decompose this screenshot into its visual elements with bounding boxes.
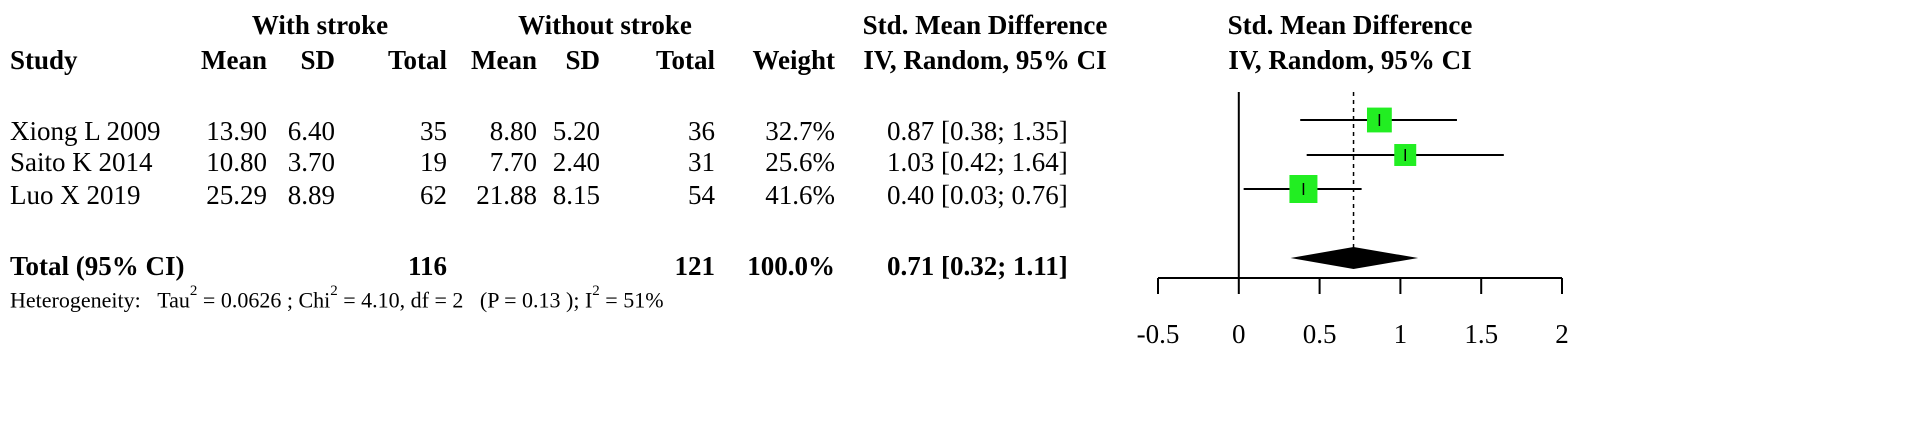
- study-name: Saito K 2014: [10, 147, 153, 177]
- total-weight: 100.0%: [747, 251, 835, 281]
- total-ci: 0.71 [0.32; 1.11]: [887, 251, 1068, 281]
- mean1-value: 13.90: [206, 116, 267, 146]
- total-label: Total (95% CI): [10, 251, 185, 281]
- weight-value: 32.7%: [765, 116, 835, 146]
- ci-value: 0.87 [0.38; 1.35]: [887, 116, 1068, 146]
- sd1-header: SD: [300, 45, 335, 75]
- chi-label: ; Chi: [281, 287, 331, 313]
- total2-header: Total: [655, 45, 715, 75]
- study-name: Xiong L 2009: [10, 116, 161, 146]
- smd-header-top: Std. Mean Difference: [862, 10, 1108, 40]
- x-tick-label: 0: [1232, 319, 1246, 349]
- mean2-value: 21.88: [476, 180, 537, 210]
- total2-value: 36: [688, 116, 715, 146]
- x-tick-label: -0.5: [1137, 319, 1180, 349]
- total2-value: 54: [688, 180, 715, 210]
- total1-value: 35: [420, 116, 447, 146]
- pooled-diamond: [1290, 247, 1419, 269]
- study-header: Study: [10, 45, 78, 75]
- total1-value: 19: [420, 147, 447, 177]
- sd2-value: 2.40: [552, 147, 600, 177]
- sd1-value: 8.89: [287, 180, 335, 210]
- p-value: (P = 0.13 );: [479, 287, 580, 313]
- tau-superscript: 2: [189, 283, 198, 299]
- i2-superscript: 2: [592, 283, 600, 299]
- tau-value: = 0.0626: [197, 287, 282, 313]
- weight-header: Weight: [752, 45, 835, 75]
- heterogeneity-line: Heterogeneity: Tau2 = 0.0626 ; Chi2 = 4.…: [10, 284, 664, 313]
- mean1-header: Mean: [201, 45, 267, 75]
- total2-value: 31: [688, 147, 715, 177]
- total1-value: 62: [420, 180, 447, 210]
- sd1-value: 6.40: [287, 116, 335, 146]
- group2-header: Without stroke: [518, 10, 692, 40]
- mean1-value: 10.80: [206, 147, 267, 177]
- total2-sum: 121: [674, 251, 716, 281]
- mean1-value: 25.29: [206, 180, 267, 210]
- mean2-header: Mean: [471, 45, 537, 75]
- plot-header-bottom: IV, Random, 95% CI: [1228, 45, 1472, 75]
- smd-header-bottom: IV, Random, 95% CI: [863, 45, 1107, 75]
- x-tick-label: 1.5: [1464, 319, 1498, 349]
- total1-sum: 116: [407, 251, 447, 281]
- sd2-value: 8.15: [552, 180, 600, 210]
- chi-value: = 4.10, df = 2: [337, 287, 464, 313]
- sd2-value: 5.20: [552, 116, 600, 146]
- i2-value: = 51%: [599, 287, 664, 313]
- plot-header-top: Std. Mean Difference: [1227, 10, 1473, 40]
- study-name: Luo X 2019: [10, 180, 141, 210]
- total1-header: Total: [387, 45, 447, 75]
- chi-superscript: 2: [330, 283, 338, 299]
- ci-value: 0.40 [0.03; 0.76]: [887, 180, 1068, 210]
- sd1-value: 3.70: [287, 147, 335, 177]
- heterogeneity-label: Heterogeneity:: [10, 287, 141, 313]
- weight-value: 25.6%: [765, 147, 835, 177]
- mean2-value: 7.70: [489, 147, 537, 177]
- ci-value: 1.03 [0.42; 1.64]: [887, 147, 1068, 177]
- tau-label: Tau: [157, 287, 190, 313]
- weight-value: 41.6%: [765, 180, 835, 210]
- x-tick-label: 0.5: [1303, 319, 1337, 349]
- i2-label: I: [579, 287, 593, 313]
- x-tick-label: 2: [1555, 319, 1569, 349]
- mean2-value: 8.80: [489, 116, 537, 146]
- sd2-header: SD: [565, 45, 600, 75]
- x-tick-label: 1: [1394, 319, 1408, 349]
- group1-header: With stroke: [251, 10, 389, 40]
